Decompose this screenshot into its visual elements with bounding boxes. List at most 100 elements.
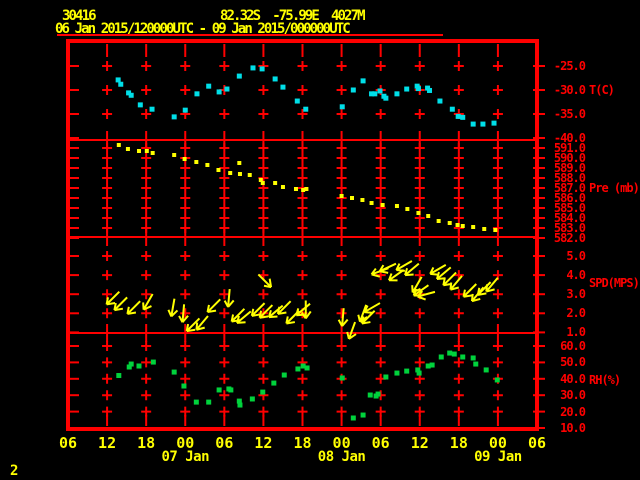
grid-plus [414,357,425,368]
grid-plus [219,341,230,351]
grid-plus [297,223,308,233]
grid-plus [297,163,308,173]
grid-plus [375,308,386,319]
grid-plus [297,213,308,223]
hour-label: 06 [215,434,234,452]
grid-plus [258,373,269,384]
grid-plus [453,289,464,300]
pressure-point [301,188,306,192]
grid-plus [141,270,152,281]
grid-plus [180,289,191,300]
grid-plus [258,193,269,203]
temperature-point [437,98,443,104]
hour-label: 12 [410,434,429,452]
humidity-point [171,369,177,375]
humidity-point [193,399,199,405]
grid-plus [492,341,503,351]
date-label: 09 Jan [474,449,522,465]
grid-plus [414,183,425,193]
grid-plus [375,173,386,183]
grid-plus [297,406,308,417]
temperature-point [128,92,134,98]
grid-plus [258,406,269,417]
hour-label: 00 [176,434,195,452]
wind-speed-tick-label: 1.0 [566,325,586,340]
pressure-point [237,161,242,165]
humidity-point [460,354,466,360]
grid-plus [141,85,152,95]
grid-plus [297,109,308,119]
pressure-tick-label: 589.0 [553,161,586,175]
humidity-point [206,399,212,405]
humidity-point [429,362,435,368]
wind-arrow [250,302,266,317]
grid-plus [492,163,503,173]
temperature-point [280,84,286,90]
pressure-point [339,194,344,198]
pressure-tick-label: 583.0 [553,221,586,235]
grid-plus [336,61,347,71]
grid-plus [375,251,386,261]
grid-plus [141,251,152,261]
humidity-point [295,366,301,372]
grid-plus [492,183,503,193]
humidity-point [394,370,400,376]
pressure-point [394,204,399,208]
grid-plus [453,173,464,183]
grid-plus [336,406,347,417]
temperature-point [377,88,383,94]
grid-plus [453,373,464,384]
hour-label: 18 [449,434,468,452]
temperature-point [360,78,366,84]
humidity-point [375,391,381,397]
grid-plus [102,193,113,203]
grid-plus [453,193,464,203]
grid-plus [492,109,503,119]
temperature-point [182,107,188,113]
humidity-point [350,415,356,421]
grid-plus [180,173,191,183]
grid-plus [414,193,425,203]
humidity-point [415,367,421,373]
pressure-point [360,198,365,202]
grid-plus [180,341,191,351]
grid-plus [141,373,152,384]
grid-plus [453,251,464,261]
pressure-tick-label: 585.0 [553,201,586,215]
pressure-point [380,203,385,207]
grid-plus [492,85,503,95]
pressure-tick-label: 587.0 [553,181,586,195]
hour-label: 06 [371,434,390,452]
grid-plus [141,153,152,163]
grid-plus [414,390,425,401]
humidity-point [249,396,255,402]
temperature-point [171,114,177,120]
grid-plus [453,203,464,213]
grid-plus [297,153,308,163]
wind-arrow [195,315,209,331]
temperature-point [369,91,375,97]
temperature-tick-label: -35.0 [553,107,586,121]
grid-plus [492,308,503,319]
humidity-point [126,364,132,370]
grid-plus [297,373,308,384]
hour-label: 06 [58,434,78,452]
pressure-tick-label: 588.0 [553,171,586,185]
wind-arrow [363,302,381,314]
hour-label: 00 [332,434,351,452]
pressure-point [172,153,177,157]
grid-plus [492,173,503,183]
humidity-tick-label: 40.0 [560,371,586,386]
grid-plus [336,223,347,233]
pressure-point [144,149,149,153]
grid-plus [102,251,113,261]
pressure-point [436,219,441,223]
grid-plus [492,143,503,153]
temperature-point [224,86,230,92]
grid-plus [336,85,347,95]
grid-plus [375,213,386,223]
grid-plus [492,357,503,368]
grid-plus [297,289,308,300]
humidity-point [383,374,389,380]
grid-plus [141,173,152,183]
